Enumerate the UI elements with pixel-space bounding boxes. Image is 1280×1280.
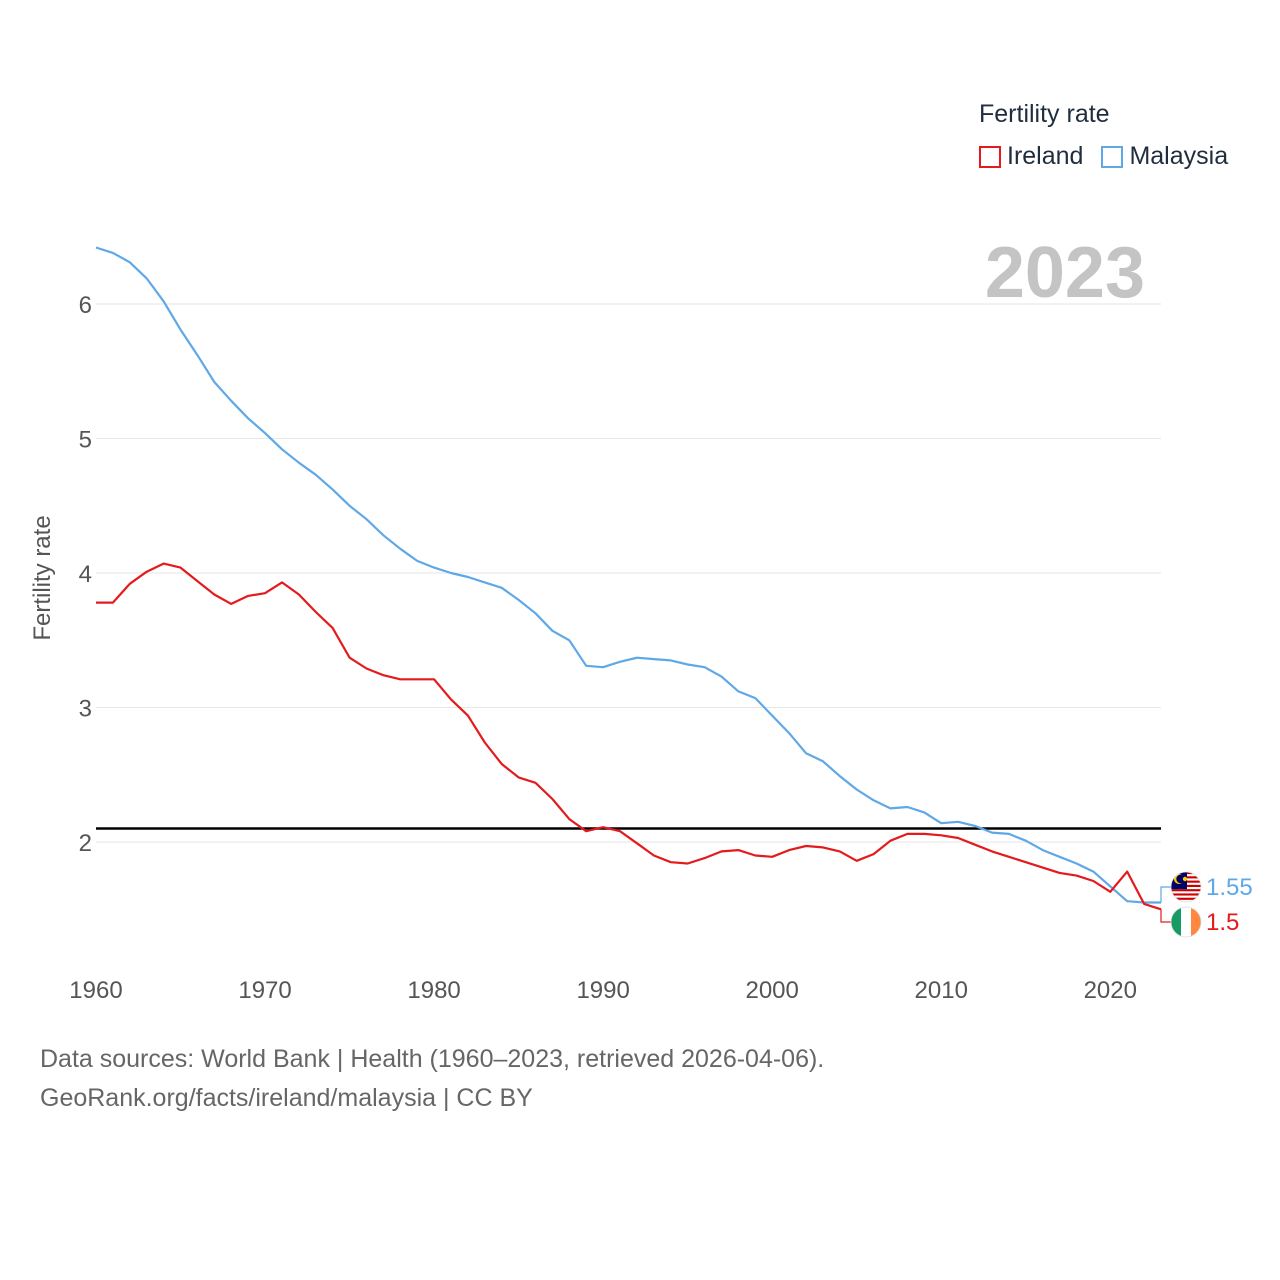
x-axis-ticks: 1960 1970 1980 1990 2000 2010 2020: [69, 977, 1137, 1004]
y-tick-label-5: 5: [79, 427, 92, 454]
series-line-malaysia: [95, 246, 1161, 904]
y-axis-ticks: 2 3 4 5 6: [79, 292, 92, 857]
x-tick-label-2020: 2020: [1084, 977, 1137, 1004]
end-markers: 1.55 1.5: [1160, 871, 1253, 938]
x-tick-label-2010: 2010: [915, 977, 968, 1004]
series-group: [95, 246, 1162, 911]
y-tick-label-3: 3: [79, 696, 92, 723]
series-line-ireland: [96, 562, 1162, 911]
end-connector-ireland: [1160, 909, 1171, 923]
legend-swatch-malaysia: [1101, 145, 1124, 168]
y-axis-label: Fertility rate: [29, 515, 56, 641]
legend-item-malaysia[interactable]: Malaysia: [1101, 142, 1228, 171]
end-value-label-malaysia: 1.55: [1206, 874, 1253, 901]
x-tick-label-1960: 1960: [69, 977, 122, 1004]
x-tick-label-2000: 2000: [745, 977, 798, 1004]
legend-label-ireland: Ireland: [1007, 142, 1084, 170]
legend: Ireland Malaysia: [979, 142, 1246, 171]
y-tick-label-4: 4: [79, 561, 92, 588]
source-line-2: GeoRank.org/facts/ireland/malaysia | CC …: [40, 1084, 533, 1112]
year-display: 2023: [984, 233, 1145, 313]
legend-item-ireland[interactable]: Ireland: [979, 142, 1083, 171]
x-tick-label-1990: 1990: [576, 977, 629, 1004]
end-value-label-ireland: 1.5: [1206, 909, 1239, 936]
legend-label-malaysia: Malaysia: [1129, 142, 1229, 170]
x-tick-label-1970: 1970: [238, 977, 291, 1004]
y-tick-label-2: 2: [79, 830, 92, 857]
source-line-1: Data sources: World Bank | Health (1960–…: [40, 1045, 825, 1073]
y-tick-label-6: 6: [79, 292, 92, 319]
ireland-flag-icon: [1170, 906, 1202, 938]
gridlines: [96, 303, 1161, 843]
legend-title: Fertility rate: [979, 100, 1110, 128]
malaysia-flag-icon: [1170, 871, 1202, 903]
legend-swatch-ireland: [979, 145, 1001, 168]
end-connector-malaysia: [1160, 886, 1171, 903]
x-tick-label-1980: 1980: [407, 977, 460, 1004]
